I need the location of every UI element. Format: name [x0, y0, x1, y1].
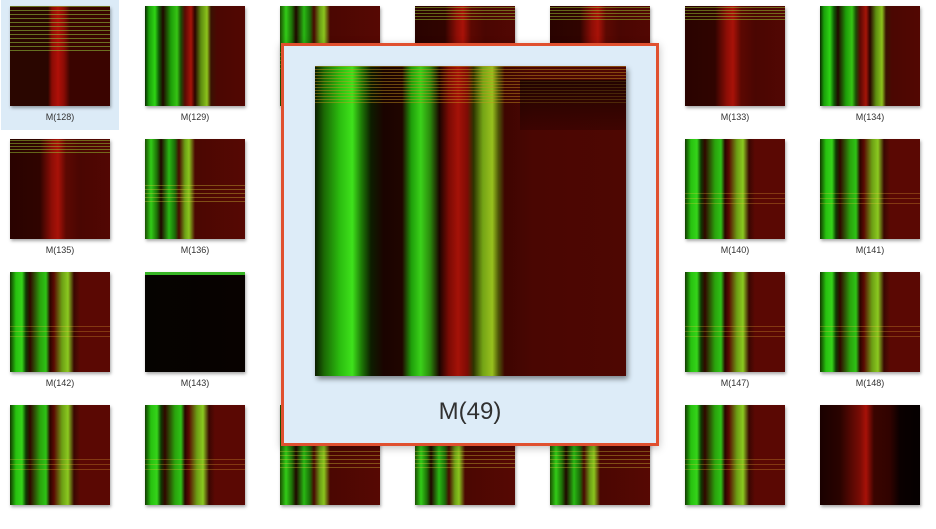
thumbnail-tile[interactable]	[676, 399, 794, 529]
thumbnail-image	[685, 405, 785, 505]
thumbnail-label: M(136)	[180, 245, 210, 255]
thumbnail-label: M(129)	[180, 112, 210, 122]
thumbnail-label: M(134)	[855, 112, 885, 122]
thumbnail-tile[interactable]: M(135)	[1, 133, 119, 263]
thumbnail-tile[interactable]: M(141)	[811, 133, 929, 263]
thumbnail-label: M(143)	[180, 378, 210, 388]
thumbnail-image	[145, 139, 245, 239]
thumbnail-image	[685, 6, 785, 106]
thumbnail-tile[interactable]: M(142)	[1, 266, 119, 396]
thumbnail-image	[10, 139, 110, 239]
thumbnail-tile[interactable]: M(129)	[136, 0, 254, 130]
thumbnail-tile[interactable]: M(148)	[811, 266, 929, 396]
thumbnail-tile[interactable]: M(147)	[676, 266, 794, 396]
thumbnail-tile[interactable]: M(134)	[811, 0, 929, 130]
thumbnail-image	[820, 139, 920, 239]
thumbnail-label: M(133)	[720, 112, 750, 122]
thumbnail-label: M(135)	[45, 245, 75, 255]
thumbnail-tile[interactable]	[1, 399, 119, 529]
thumbnail-tile[interactable]	[136, 399, 254, 529]
thumbnail-label: M(148)	[855, 378, 885, 388]
thumbnail-label: M(147)	[720, 378, 750, 388]
thumbnail-label: M(141)	[855, 245, 885, 255]
thumbnail-image	[685, 272, 785, 372]
thumbnail-tile[interactable]	[811, 399, 929, 529]
thumbnail-tile[interactable]: M(143)	[136, 266, 254, 396]
thumbnail-label: M(128)	[45, 112, 75, 122]
thumbnail-tile[interactable]: M(140)	[676, 133, 794, 263]
thumbnail-image	[685, 139, 785, 239]
preview-label: M(49)	[438, 398, 502, 425]
hover-preview: M(49)	[281, 43, 659, 446]
thumbnail-image	[820, 272, 920, 372]
thumbnail-image	[10, 405, 110, 505]
thumbnail-image	[10, 272, 110, 372]
preview-image	[315, 66, 626, 376]
thumbnail-image	[820, 6, 920, 106]
thumbnail-image	[145, 272, 245, 372]
thumbnail-image	[145, 6, 245, 106]
thumbnail-tile[interactable]: M(136)	[136, 133, 254, 263]
thumbnail-image	[145, 405, 245, 505]
thumbnail-label: M(140)	[720, 245, 750, 255]
thumbnail-tile[interactable]: M(133)	[676, 0, 794, 130]
thumbnail-label: M(142)	[45, 378, 75, 388]
thumbnail-image	[10, 6, 110, 106]
thumbnail-image	[820, 405, 920, 505]
thumbnail-tile[interactable]: M(128)	[1, 0, 119, 130]
